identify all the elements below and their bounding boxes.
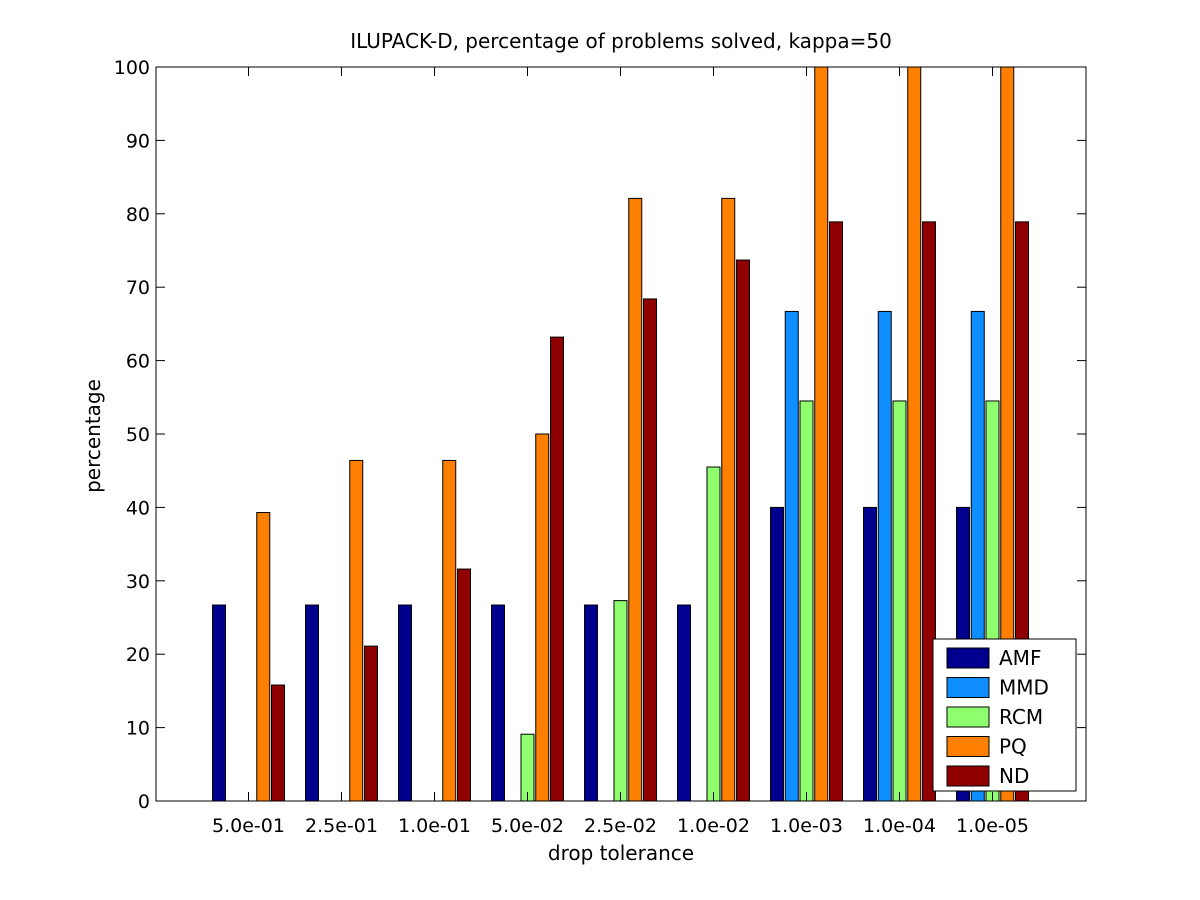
bar-pq-1.0e-02 bbox=[721, 197, 736, 802]
x-tick-label: 1.0e-03 bbox=[770, 815, 843, 837]
bar-pq-2.5e-02 bbox=[628, 197, 643, 802]
bar-rcm-1.0e-04 bbox=[892, 400, 907, 802]
x-tick-label: 1.0e-01 bbox=[398, 815, 471, 837]
y-tick-label: 80 bbox=[126, 204, 150, 226]
bar-pq-5.0e-01 bbox=[256, 512, 271, 802]
x-tick-label: 2.5e-02 bbox=[584, 815, 657, 837]
legend-label-mmd: MMD bbox=[999, 676, 1049, 700]
y-tick-label: 10 bbox=[126, 718, 150, 740]
bar-nd-2.5e-01 bbox=[364, 645, 378, 802]
legend-swatch-amf bbox=[946, 647, 990, 669]
legend-swatch-pq bbox=[946, 736, 990, 757]
legend-label-nd: ND bbox=[999, 764, 1029, 788]
bar-pq-1.0e-01 bbox=[442, 459, 457, 802]
legend-label-amf: AMF bbox=[999, 646, 1041, 670]
bar-pq-5.0e-02 bbox=[535, 433, 550, 802]
chart-title: ILUPACK-D, percentage of problems solved… bbox=[350, 29, 892, 53]
bar-amf-2.5e-02 bbox=[584, 604, 598, 802]
bar-rcm-1.0e-02 bbox=[706, 466, 721, 802]
x-tick-label: 5.0e-02 bbox=[491, 815, 564, 837]
y-axis-label: percentage bbox=[81, 379, 105, 493]
bar-pq-1.0e-04 bbox=[907, 66, 922, 802]
x-tick-label: 1.0e-04 bbox=[863, 815, 936, 837]
bar-amf-5.0e-02 bbox=[491, 604, 505, 802]
bar-mmd-1.0e-04 bbox=[877, 310, 892, 802]
bar-nd-5.0e-01 bbox=[271, 684, 285, 802]
bar-nd-1.0e-03 bbox=[829, 221, 843, 802]
bar-amf-1.0e-03 bbox=[770, 506, 784, 802]
legend-label-rcm: RCM bbox=[999, 705, 1043, 729]
bar-rcm-1.0e-03 bbox=[799, 400, 814, 802]
y-tick-label: 30 bbox=[126, 571, 150, 593]
y-tick-label: 60 bbox=[126, 351, 150, 373]
x-axis-label: drop tolerance bbox=[548, 841, 694, 865]
bar-amf-1.0e-02 bbox=[677, 604, 691, 802]
legend-swatch-rcm bbox=[946, 706, 990, 728]
x-tick-label: 1.0e-02 bbox=[677, 815, 750, 837]
bar-rcm-2.5e-02 bbox=[613, 600, 628, 802]
y-tick-label: 50 bbox=[126, 424, 150, 446]
bar-mmd-1.0e-03 bbox=[784, 310, 799, 802]
y-tick-label: 40 bbox=[126, 497, 150, 519]
y-tick-label: 70 bbox=[126, 277, 150, 299]
bar-nd-5.0e-02 bbox=[550, 336, 564, 802]
bar-amf-2.5e-01 bbox=[305, 604, 319, 802]
x-tick-label: 5.0e-01 bbox=[212, 815, 285, 837]
bar-nd-1.0e-01 bbox=[457, 568, 471, 802]
bar-amf-5.0e-01 bbox=[212, 604, 226, 802]
bar-nd-1.0e-02 bbox=[736, 259, 750, 802]
y-tick-label: 0 bbox=[138, 791, 150, 813]
y-tick-label: 100 bbox=[114, 57, 150, 79]
bar-nd-2.5e-02 bbox=[643, 298, 657, 802]
legend-swatch-nd bbox=[946, 765, 990, 787]
x-tick-label: 2.5e-01 bbox=[305, 815, 378, 837]
bar-pq-1.0e-03 bbox=[814, 66, 829, 802]
bar-amf-1.0e-04 bbox=[863, 506, 877, 802]
x-axis: 5.0e-01 2.5e-01 1.0e-01 5.0e-02 2.5e-02 1.0e-… bbox=[212, 67, 1029, 837]
legend: AMF MMD RCM PQ ND bbox=[932, 638, 1077, 792]
y-tick-label: 90 bbox=[126, 130, 150, 152]
y-tick-label: 20 bbox=[126, 644, 150, 666]
bar-rcm-5.0e-02 bbox=[520, 733, 535, 802]
bar-pq-2.5e-01 bbox=[349, 459, 364, 802]
x-tick-label: 1.0e-05 bbox=[956, 815, 1029, 837]
bar-amf-1.0e-01 bbox=[398, 604, 412, 802]
y-axis: 0 10 20 30 40 50 60 70 80 90 100 bbox=[114, 57, 1086, 813]
legend-swatch-mmd bbox=[946, 677, 990, 698]
legend-label-pq: PQ bbox=[999, 735, 1027, 759]
